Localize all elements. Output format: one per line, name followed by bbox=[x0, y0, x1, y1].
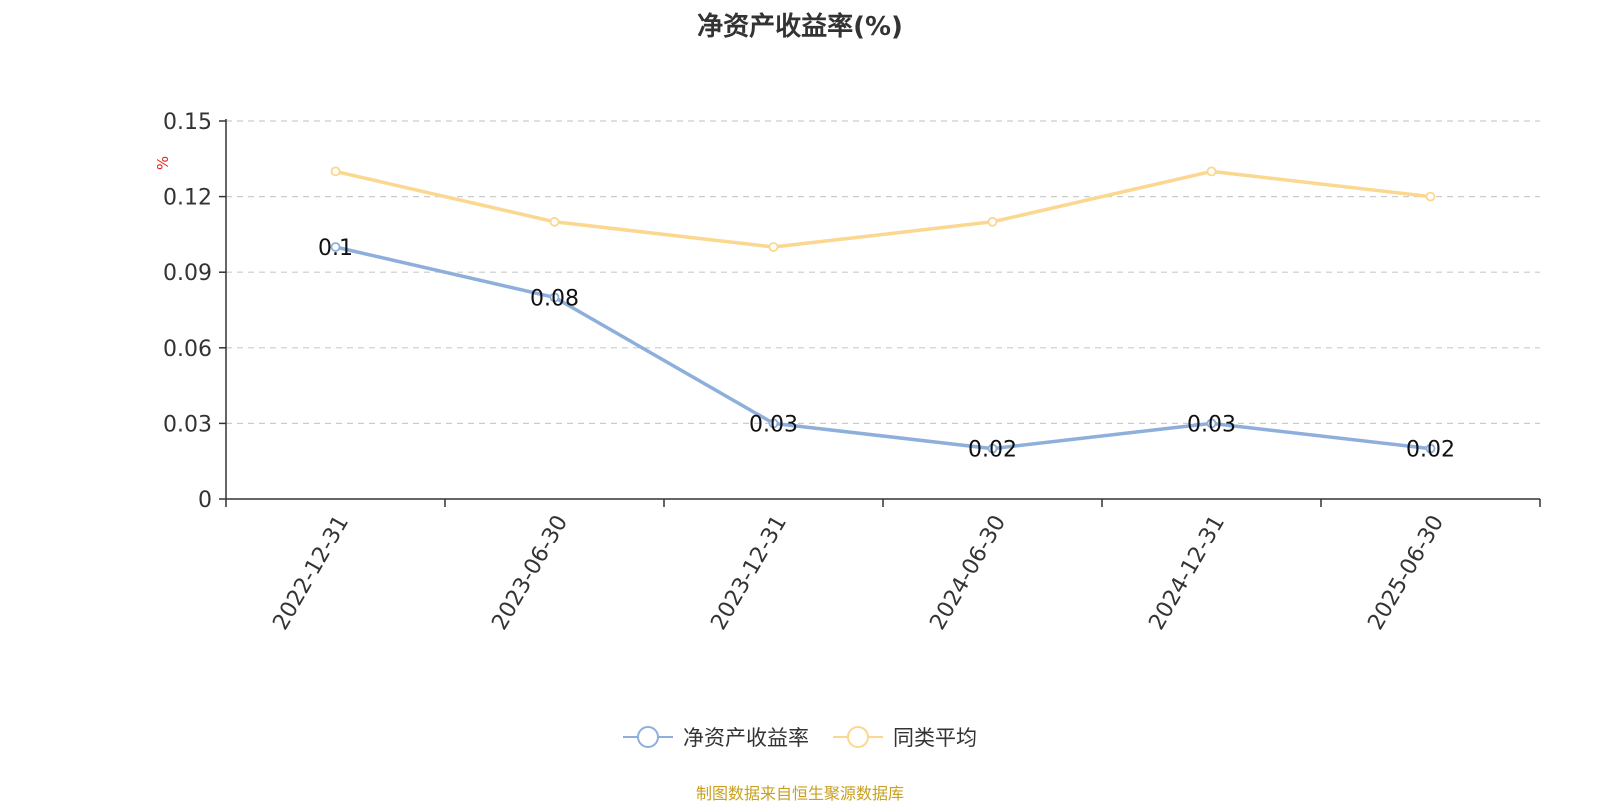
data-point-series-1 bbox=[330, 242, 341, 252]
x-tick-label: 2024-12-31 bbox=[1144, 511, 1230, 634]
y-tick-label: 0.06 bbox=[163, 337, 212, 362]
y-tick-label: 0.12 bbox=[163, 186, 212, 211]
data-point-series-1 bbox=[1206, 418, 1217, 429]
data-label: 0.02 bbox=[968, 438, 1017, 463]
data-point-series-1 bbox=[1425, 443, 1436, 454]
data-label: 0.02 bbox=[1406, 438, 1455, 463]
data-label: 0.1 bbox=[318, 236, 353, 261]
series-line-2 bbox=[333, 169, 1433, 249]
data-point-series-2 bbox=[549, 216, 560, 227]
x-tick-label: 2025-06-30 bbox=[1363, 511, 1449, 634]
y-tick-label: 0.03 bbox=[163, 412, 212, 437]
y-axis-label: % bbox=[154, 156, 172, 170]
data-label: 0.03 bbox=[749, 412, 798, 437]
data-point-series-2 bbox=[987, 216, 998, 227]
data-point-series-1 bbox=[768, 418, 779, 429]
source-note: 制图数据来自恒生聚源数据库 bbox=[695, 784, 904, 803]
legend-label-series-1: 净资产收益率 bbox=[683, 726, 809, 750]
x-tick-label: 2023-06-30 bbox=[487, 511, 573, 634]
data-point-series-2 bbox=[768, 242, 779, 252]
data-label: 0.08 bbox=[530, 286, 579, 311]
y-tick-label: 0.09 bbox=[163, 261, 212, 286]
y-tick-label: 0 bbox=[198, 488, 212, 513]
legend-item-series-2[interactable]: 同类平均 bbox=[833, 722, 977, 752]
data-label: 0.03 bbox=[1187, 412, 1236, 437]
data-point-series-1 bbox=[987, 443, 998, 454]
data-point-series-1 bbox=[549, 292, 560, 303]
legend-marker-series-1 bbox=[623, 726, 673, 748]
data-point-series-2 bbox=[330, 166, 341, 177]
chart-title: 净资产收益率(%) bbox=[697, 12, 903, 42]
series-lines bbox=[330, 166, 1436, 454]
series-line-1 bbox=[333, 245, 1433, 451]
x-tick-label: 2022-12-31 bbox=[268, 511, 354, 634]
legend-marker-series-2 bbox=[833, 726, 883, 748]
axes: 0 0.03 0.06 0.09 0.12 0.15% 2022-12-31 2023-06-… bbox=[154, 110, 1541, 634]
legend: 净资产收益率 同类平均 bbox=[0, 722, 1600, 752]
data-labels: 0.1 0.08 0.03 0.02 0.03 0.02 bbox=[318, 236, 1455, 463]
data-point-series-2 bbox=[1206, 166, 1217, 177]
grid-lines bbox=[226, 120, 1540, 424]
x-tick-label: 2023-12-31 bbox=[706, 511, 792, 634]
legend-label-series-2: 同类平均 bbox=[893, 726, 977, 750]
data-point-series-2 bbox=[1425, 191, 1436, 202]
x-tick-label: 2024-06-30 bbox=[925, 511, 1011, 634]
y-tick-label: 0.15 bbox=[163, 110, 212, 135]
legend-item-series-1[interactable]: 净资产收益率 bbox=[623, 722, 809, 752]
